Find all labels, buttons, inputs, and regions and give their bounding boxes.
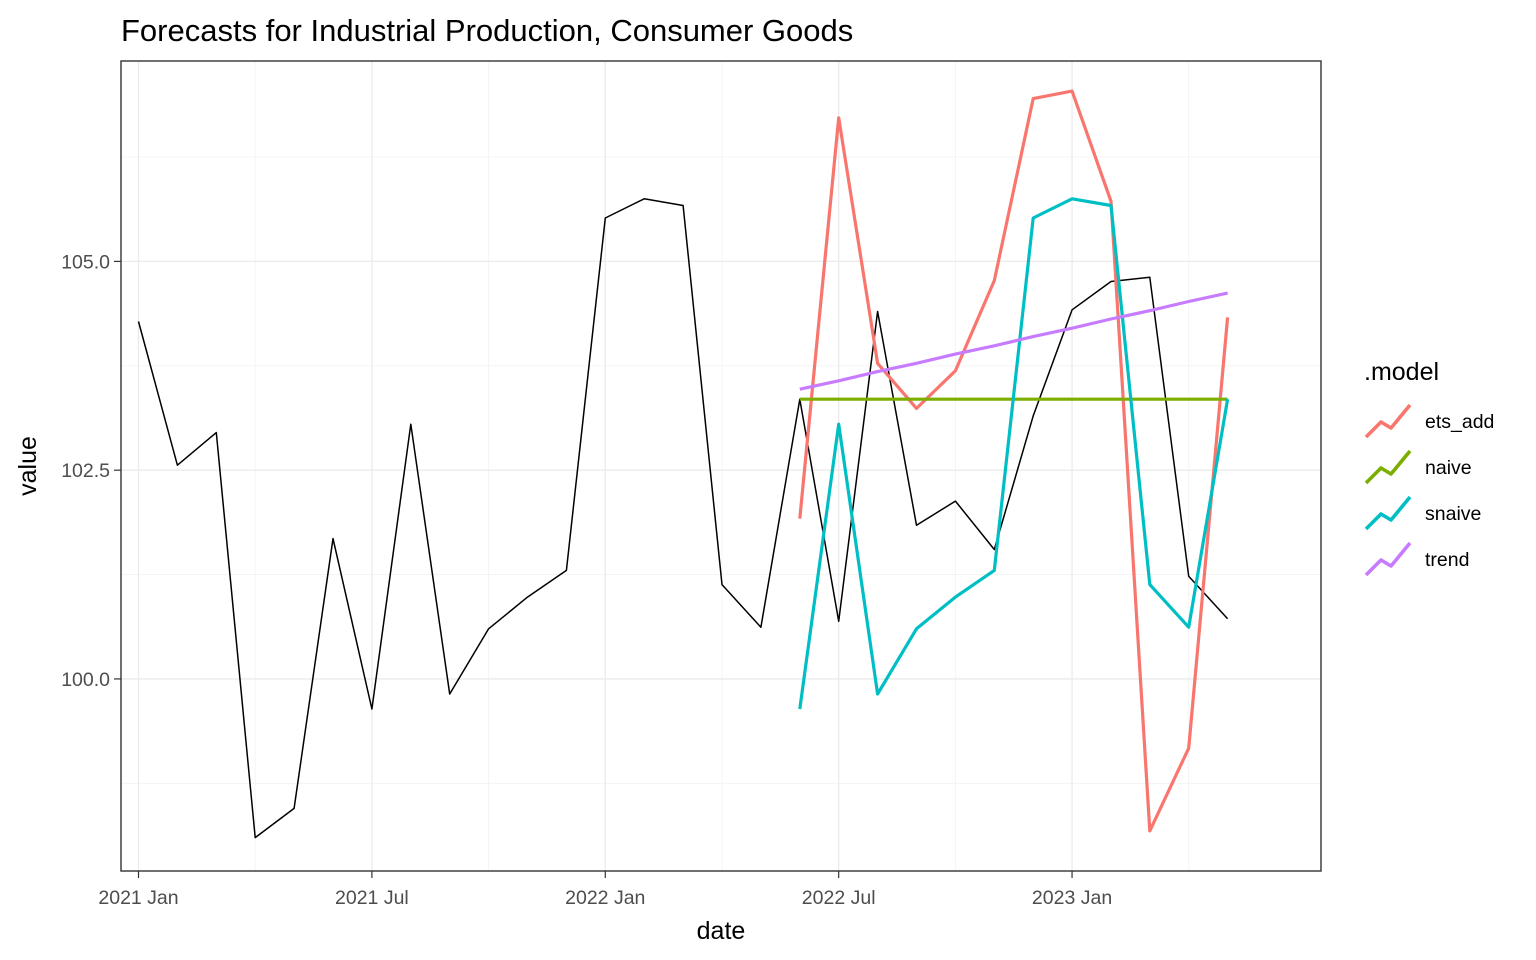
legend-label-trend: trend xyxy=(1425,549,1469,571)
x-axis-title: date xyxy=(697,917,746,945)
x-tick-label: 2021 Jan xyxy=(98,887,178,909)
series-lines xyxy=(137,89,1230,839)
series-line-ets_add xyxy=(798,89,1230,833)
legend-key-snaive xyxy=(1364,495,1412,531)
y-axis-title: value xyxy=(14,436,42,496)
plot-panel xyxy=(120,60,1322,872)
x-tick-label: 2022 Jan xyxy=(565,887,645,909)
legend-label-naive: naive xyxy=(1425,457,1472,479)
series-line-actual xyxy=(137,198,1229,839)
y-tick-label: 102.5 xyxy=(61,460,110,482)
legend-key-naive xyxy=(1364,449,1412,485)
series-line-snaive xyxy=(798,197,1230,710)
legend-label-snaive: snaive xyxy=(1425,503,1481,525)
legend-title: .model xyxy=(1364,358,1439,386)
grid-lines xyxy=(121,61,1321,871)
y-tick-label: 100.0 xyxy=(61,669,110,691)
x-tick-label: 2022 Jul xyxy=(802,887,876,909)
legend-key-ets_add xyxy=(1364,403,1412,439)
axis-ticks: 2021 Jan 2021 Jul 2022 Jan 2022 Jul 2023 Jan… xyxy=(61,251,1112,909)
chart-title: Forecasts for Industrial Production, Con… xyxy=(121,13,853,48)
legend-label-ets_add: ets_add xyxy=(1425,411,1494,433)
legend-key-trend xyxy=(1364,541,1412,577)
x-tick-label: 2023 Jan xyxy=(1032,887,1112,909)
y-tick-label: 105.0 xyxy=(61,251,110,273)
x-tick-label: 2021 Jul xyxy=(335,887,409,909)
series-line-trend xyxy=(799,291,1228,391)
